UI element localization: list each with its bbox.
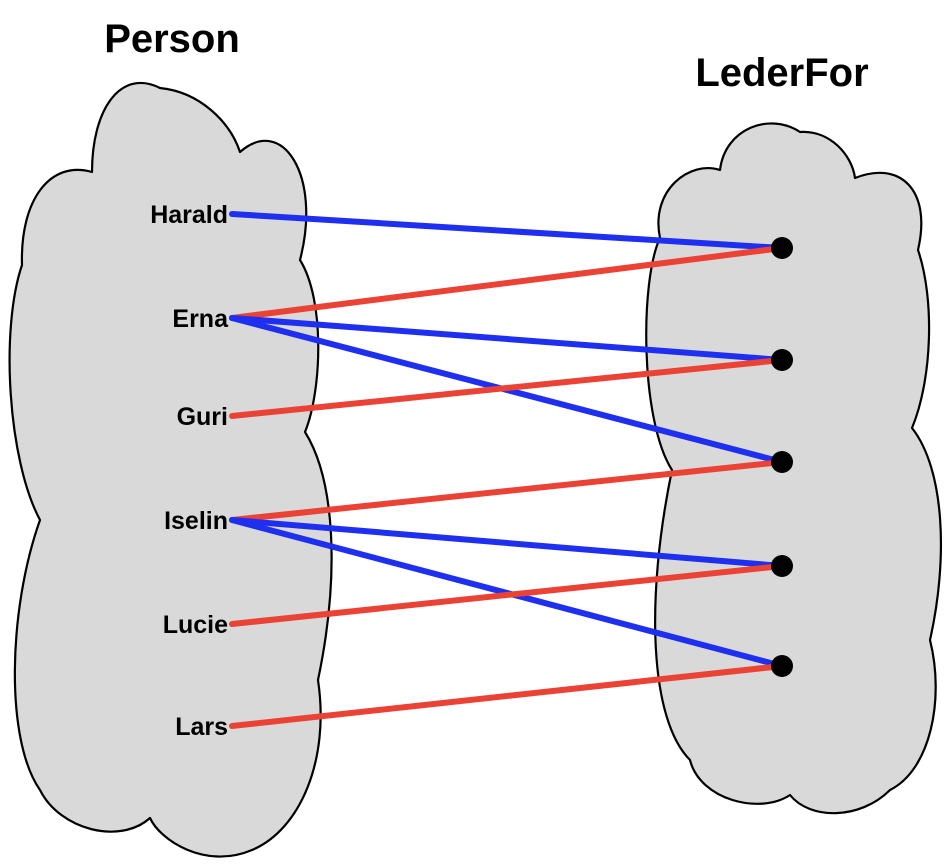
- person-element-iselin: Iselin: [164, 507, 228, 535]
- lederfor-elements: [771, 237, 793, 677]
- edge-iselin-3-red: [229, 459, 785, 523]
- person-element-guri: Guri: [177, 403, 228, 431]
- lederfor-set-title: LederFor: [695, 51, 868, 95]
- person-element-lucie: Lucie: [163, 611, 228, 639]
- lederfor-element-5: [771, 655, 793, 677]
- lederfor-element-2: [771, 349, 793, 371]
- person-element-erna: Erna: [172, 305, 229, 333]
- edge-harald-1-blue: [229, 211, 785, 251]
- person-element-lars: Lars: [175, 713, 228, 741]
- lederfor-element-3: [771, 451, 793, 473]
- edges-layer: [229, 211, 785, 729]
- lederfor-element-4: [771, 555, 793, 577]
- person-set-cloud: [8, 81, 333, 858]
- person-set-title: Person: [104, 17, 240, 61]
- person-elements: Harald Erna Guri Iselin Lucie Lars: [150, 201, 229, 741]
- lederfor-set-cloud: [645, 122, 943, 815]
- edge-lars-5-red: [229, 663, 785, 729]
- edge-lucie-4-red: [229, 563, 785, 627]
- edge-erna-1-red: [229, 245, 785, 321]
- edge-iselin-4-blue: [229, 517, 785, 569]
- lederfor-element-1: [771, 237, 793, 259]
- edge-erna-2-blue: [229, 315, 785, 363]
- edge-guri-2-red: [229, 357, 785, 419]
- person-element-harald: Harald: [150, 201, 228, 229]
